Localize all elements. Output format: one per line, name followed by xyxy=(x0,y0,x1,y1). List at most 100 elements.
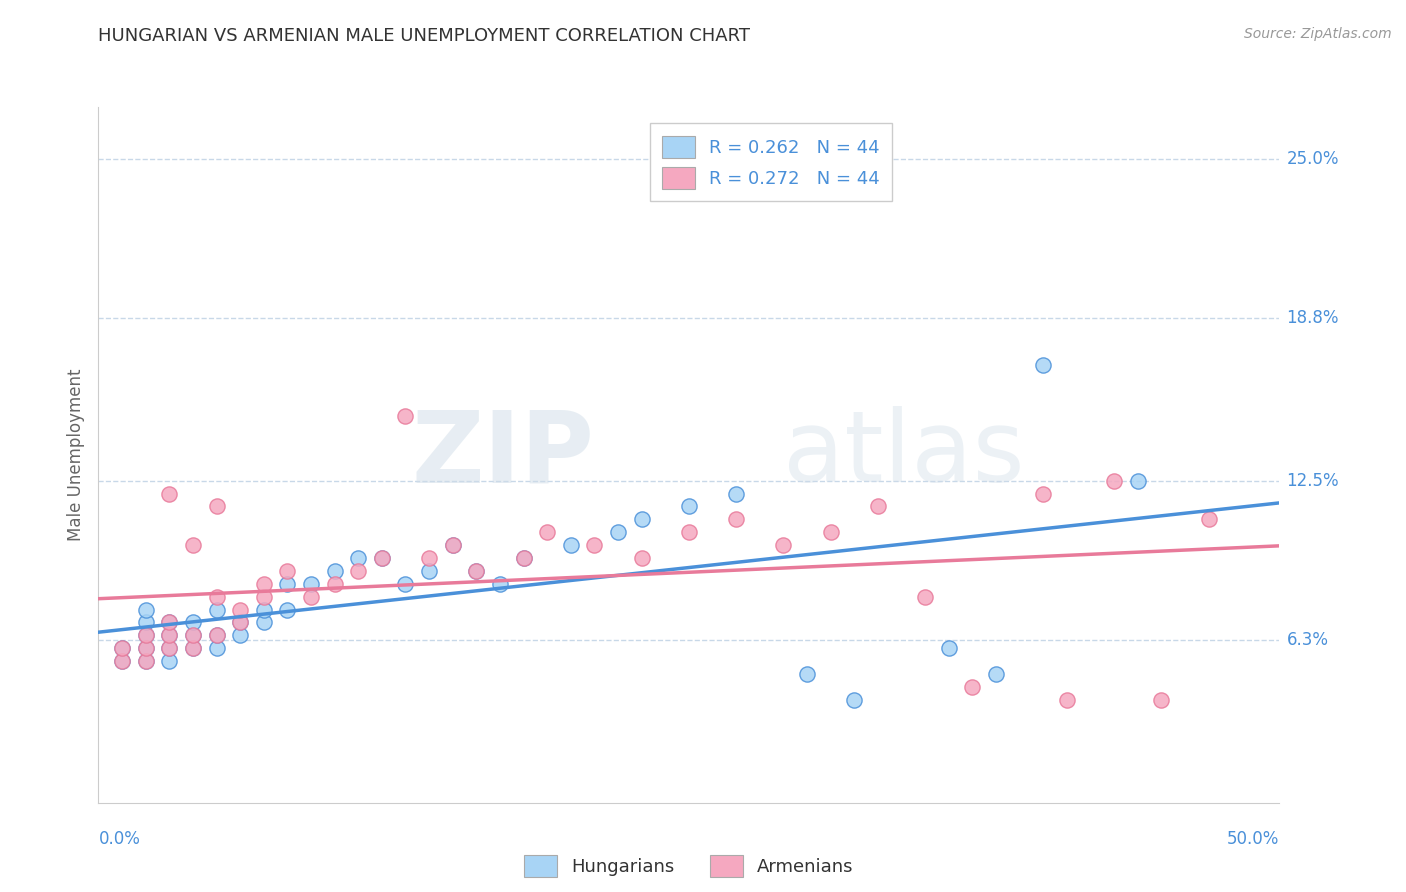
Point xyxy=(181,641,204,656)
Point xyxy=(111,641,134,656)
Point xyxy=(157,628,180,642)
Point xyxy=(678,500,700,514)
Point xyxy=(205,641,228,656)
Point xyxy=(276,564,298,578)
Point xyxy=(866,500,889,514)
Point xyxy=(984,667,1007,681)
Point xyxy=(371,551,394,566)
Point xyxy=(607,525,630,540)
Point xyxy=(135,628,157,642)
Point xyxy=(135,654,157,668)
Point xyxy=(820,525,842,540)
Point xyxy=(630,551,652,566)
Point xyxy=(772,538,794,552)
Text: atlas: atlas xyxy=(783,407,1025,503)
Point xyxy=(465,564,488,578)
Point xyxy=(418,551,440,566)
Point xyxy=(181,628,204,642)
Point xyxy=(157,615,180,630)
Point xyxy=(347,551,370,566)
Text: 0.0%: 0.0% xyxy=(98,830,141,847)
Text: 25.0%: 25.0% xyxy=(1286,150,1339,168)
Point xyxy=(914,590,936,604)
Point xyxy=(157,628,180,642)
Legend: Hungarians, Armenians: Hungarians, Armenians xyxy=(517,847,860,884)
Point xyxy=(253,615,276,630)
Point xyxy=(205,602,228,616)
Point xyxy=(1126,474,1149,488)
Point xyxy=(181,641,204,656)
Point xyxy=(229,615,252,630)
Y-axis label: Male Unemployment: Male Unemployment xyxy=(66,368,84,541)
Point xyxy=(347,564,370,578)
Point xyxy=(962,680,984,694)
Point xyxy=(1032,358,1054,372)
Point xyxy=(111,641,134,656)
Text: 18.8%: 18.8% xyxy=(1286,310,1339,327)
Text: 6.3%: 6.3% xyxy=(1286,632,1329,649)
Point xyxy=(135,641,157,656)
Point xyxy=(229,628,252,642)
Point xyxy=(157,615,180,630)
Point xyxy=(229,602,252,616)
Point xyxy=(253,576,276,591)
Point xyxy=(512,551,534,566)
Point xyxy=(441,538,464,552)
Text: 50.0%: 50.0% xyxy=(1227,830,1279,847)
Point xyxy=(253,590,276,604)
Point xyxy=(796,667,818,681)
Point xyxy=(157,641,180,656)
Point xyxy=(205,500,228,514)
Point xyxy=(512,551,534,566)
Text: Source: ZipAtlas.com: Source: ZipAtlas.com xyxy=(1244,27,1392,41)
Point xyxy=(157,654,180,668)
Text: ZIP: ZIP xyxy=(412,407,595,503)
Point xyxy=(1056,692,1078,706)
Point xyxy=(229,615,252,630)
Point xyxy=(678,525,700,540)
Point xyxy=(205,628,228,642)
Point xyxy=(1150,692,1173,706)
Point xyxy=(630,512,652,526)
Point xyxy=(725,512,748,526)
Text: 12.5%: 12.5% xyxy=(1286,472,1339,490)
Point xyxy=(181,615,204,630)
Point xyxy=(181,628,204,642)
Point xyxy=(489,576,512,591)
Point xyxy=(299,576,322,591)
Point xyxy=(725,486,748,500)
Point xyxy=(465,564,488,578)
Point xyxy=(135,615,157,630)
Point xyxy=(276,602,298,616)
Point xyxy=(583,538,606,552)
Point xyxy=(371,551,394,566)
Point xyxy=(938,641,960,656)
Point xyxy=(276,576,298,591)
Point xyxy=(205,590,228,604)
Point xyxy=(111,654,134,668)
Point xyxy=(394,576,416,591)
Point xyxy=(441,538,464,552)
Point xyxy=(253,602,276,616)
Point xyxy=(111,654,134,668)
Point xyxy=(205,628,228,642)
Point xyxy=(135,628,157,642)
Point xyxy=(323,564,346,578)
Point xyxy=(135,641,157,656)
Point xyxy=(299,590,322,604)
Point xyxy=(135,602,157,616)
Point xyxy=(135,654,157,668)
Point xyxy=(536,525,558,540)
Point xyxy=(181,538,204,552)
Text: HUNGARIAN VS ARMENIAN MALE UNEMPLOYMENT CORRELATION CHART: HUNGARIAN VS ARMENIAN MALE UNEMPLOYMENT … xyxy=(98,27,751,45)
Point xyxy=(157,641,180,656)
Point xyxy=(323,576,346,591)
Point xyxy=(1198,512,1220,526)
Point xyxy=(157,486,180,500)
Point xyxy=(1032,486,1054,500)
Point xyxy=(560,538,582,552)
Point xyxy=(1102,474,1125,488)
Point xyxy=(844,692,866,706)
Point xyxy=(418,564,440,578)
Point xyxy=(394,409,416,424)
